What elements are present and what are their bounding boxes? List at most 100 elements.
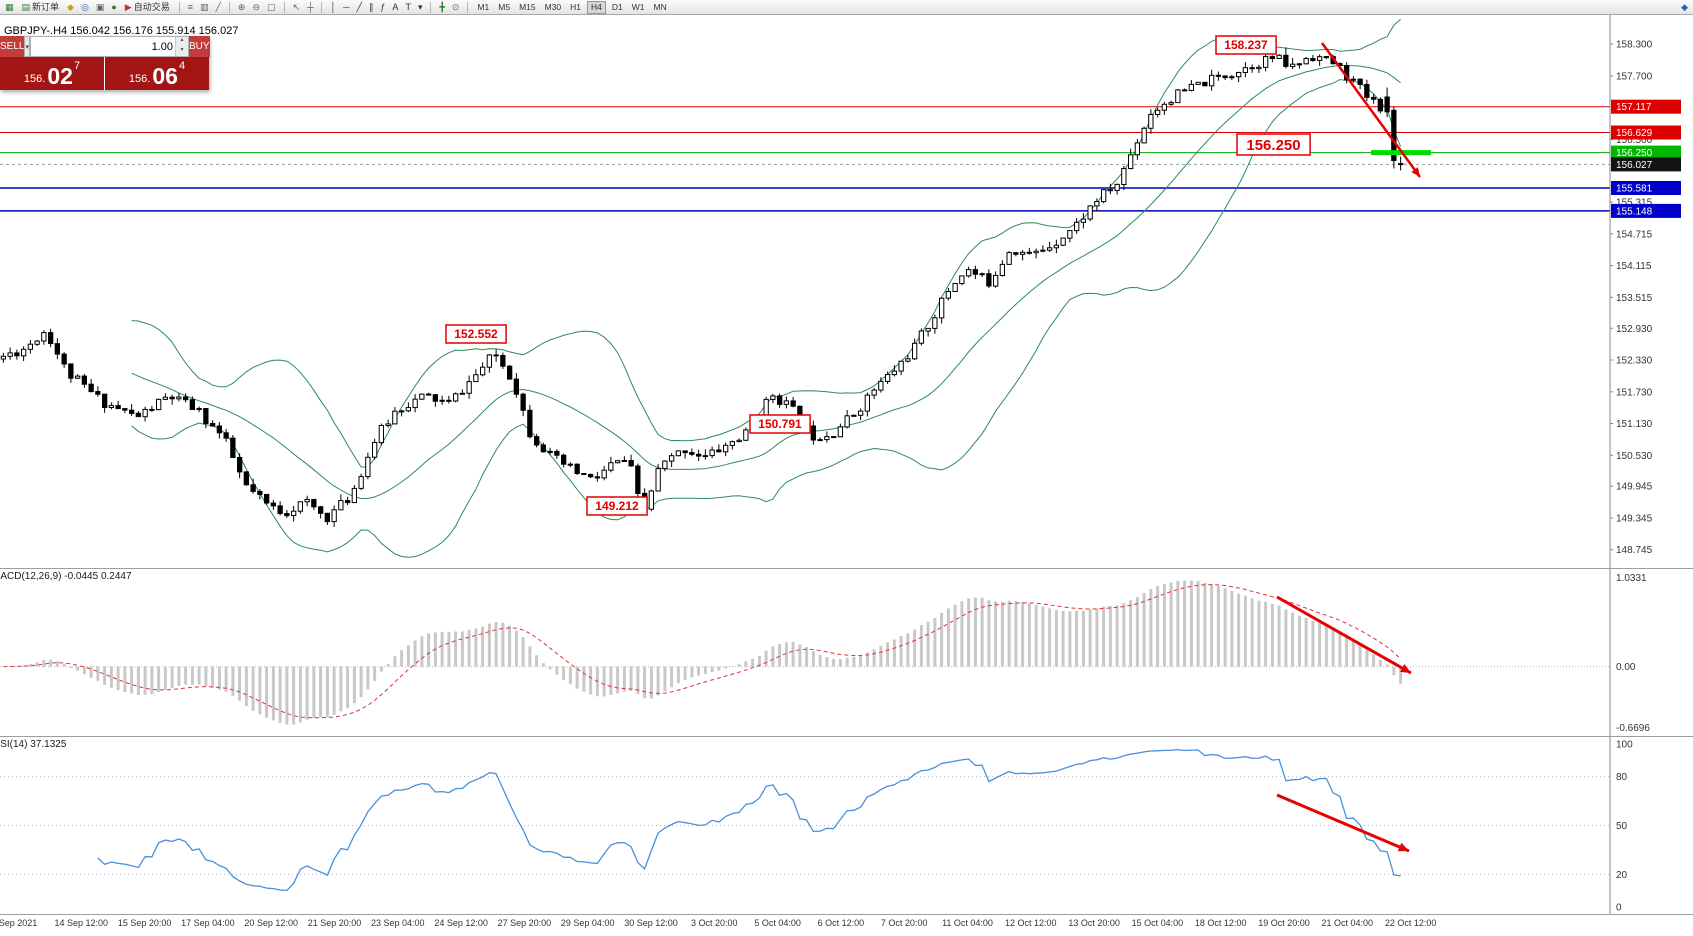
svg-text:156.027: 156.027 xyxy=(1616,160,1653,171)
candle xyxy=(1067,230,1073,243)
price-label-annotation-152.552[interactable]: 152.552 xyxy=(445,324,507,344)
volume-field: ▴ ▾ xyxy=(29,36,189,57)
text-label-icon[interactable]: T xyxy=(405,1,411,12)
candle xyxy=(183,393,189,403)
vertical-line-icon[interactable]: │ xyxy=(330,1,337,12)
candle xyxy=(777,393,783,408)
time-axis-label: 15 Oct 04:00 xyxy=(1131,918,1184,928)
price-label-annotation-156.250[interactable]: 156.250 xyxy=(1236,133,1311,156)
community-icon[interactable]: ◎ xyxy=(80,1,89,12)
price-label-annotation-158.237[interactable]: 158.237 xyxy=(1215,35,1277,55)
candle xyxy=(399,409,405,417)
candle xyxy=(7,347,13,360)
candle xyxy=(770,393,776,404)
rsi-canvas[interactable]: 100 80 50 20 0 xyxy=(0,737,1693,914)
time-axis[interactable]: Sep 2021 14 Sep 12:00 15 Sep 20:00 17 Sep 0… xyxy=(0,915,1693,935)
periods-icon[interactable]: ⊙ xyxy=(451,1,460,12)
horizontal-line-icon[interactable]: ─ xyxy=(343,1,350,12)
add-indicator-icon[interactable]: ╋ xyxy=(439,1,445,12)
time-axis-label: Sep 2021 xyxy=(0,918,38,928)
main-chart-canvas[interactable]: 158.237 152.552 150.791 149.212 156.250 158.3… xyxy=(0,15,1693,568)
candle xyxy=(27,340,34,354)
trend-arrow-rsi[interactable] xyxy=(1276,793,1410,853)
volume-stepper-up[interactable]: ▴ xyxy=(175,37,188,47)
autotrade-button[interactable]: ▶ 自动交易 xyxy=(122,1,173,14)
candle xyxy=(149,405,155,412)
alerts-icon[interactable]: ◆ xyxy=(67,1,74,12)
notifications-icon[interactable]: ◆ xyxy=(1681,1,1688,12)
candlestick-chart-icon[interactable]: ▥ xyxy=(199,1,209,12)
price-label-annotation-149.212[interactable]: 149.212 xyxy=(586,496,648,516)
shapes-dropdown-icon[interactable]: ▾ xyxy=(417,1,423,12)
sell-price-display[interactable]: 156. 02 7 xyxy=(0,57,104,90)
crosshair-icon[interactable]: ┼ xyxy=(307,1,314,12)
candle xyxy=(250,478,256,494)
candle xyxy=(331,505,337,527)
zoom-out-icon[interactable]: ⊖ xyxy=(252,1,261,12)
line-chart-icon[interactable]: ╱ xyxy=(215,1,221,12)
candle xyxy=(493,349,499,362)
fibonacci-icon[interactable]: ƒ xyxy=(380,1,386,12)
candle xyxy=(925,327,931,337)
timeframe-button-H1[interactable]: H1 xyxy=(570,1,582,12)
zoom-in-icon[interactable]: ⊕ xyxy=(237,1,246,12)
channel-icon[interactable]: ∥ xyxy=(368,1,374,12)
trendline-icon[interactable]: ╱ xyxy=(356,1,362,12)
sell-button[interactable]: SELL xyxy=(0,36,25,57)
candle xyxy=(817,437,823,442)
timeframe-button-MN[interactable]: MN xyxy=(653,1,667,12)
chart-window: 158.237 152.552 150.791 149.212 156.250 158.3… xyxy=(0,15,1693,935)
text-icon[interactable]: A xyxy=(392,1,399,12)
svg-text:152.330: 152.330 xyxy=(1616,356,1653,367)
candle xyxy=(54,338,61,360)
data-window-icon[interactable]: ▣ xyxy=(95,1,105,12)
candle xyxy=(41,330,47,345)
buy-price-display[interactable]: 156. 06 4 xyxy=(105,57,209,90)
candle xyxy=(871,388,877,399)
candle xyxy=(932,314,938,334)
candle xyxy=(378,423,385,446)
timeframe-button-H4[interactable]: H4 xyxy=(587,0,606,14)
timeframe-button-M1[interactable]: M1 xyxy=(477,1,490,12)
price-label-annotation-150.791[interactable]: 150.791 xyxy=(749,414,811,434)
candle xyxy=(1114,183,1120,195)
timeframe-button-W1[interactable]: W1 xyxy=(631,1,645,12)
candle xyxy=(1310,54,1316,62)
macd-axis[interactable]: 1.0331 0.00 -0.6696 xyxy=(1609,569,1650,736)
volume-dropdown[interactable]: ▾ xyxy=(24,36,30,57)
timeframe-button-M30[interactable]: M30 xyxy=(544,1,562,12)
timeframe-button-D1[interactable]: D1 xyxy=(611,1,623,12)
candle xyxy=(540,442,547,453)
macd-canvas[interactable]: 1.0331 0.00 -0.6696 xyxy=(0,569,1693,736)
candle xyxy=(1168,100,1174,106)
toolbar-separator xyxy=(283,1,285,13)
new-order-button[interactable]: ▤ 新订单 xyxy=(19,1,63,14)
timeframe-button-M15[interactable]: M15 xyxy=(519,1,536,12)
trend-arrow-main[interactable] xyxy=(1320,42,1422,178)
candle xyxy=(952,282,958,292)
volume-stepper-down[interactable]: ▾ xyxy=(175,46,188,56)
market-watch-icon[interactable]: ● xyxy=(111,1,117,12)
candle xyxy=(277,501,283,516)
timeframe-button-M5[interactable]: M5 xyxy=(498,1,511,12)
candle xyxy=(466,375,472,399)
candle xyxy=(1242,62,1248,78)
svg-text:156.500: 156.500 xyxy=(1616,135,1653,146)
candle xyxy=(574,463,580,475)
time-axis-label: 14 Sep 12:00 xyxy=(54,918,109,928)
svg-text:-0.6696: -0.6696 xyxy=(1616,723,1650,734)
time-axis-label: 13 Oct 20:00 xyxy=(1068,918,1120,928)
time-axis-label: 18 Oct 12:00 xyxy=(1194,918,1247,928)
candle xyxy=(736,438,742,443)
trend-arrow-macd[interactable] xyxy=(1276,595,1412,675)
buy-price-big: 06 xyxy=(152,63,178,89)
volume-input[interactable] xyxy=(30,37,175,56)
tile-windows-icon[interactable]: ▢ xyxy=(267,1,276,12)
new-chart-icon[interactable]: ▦ xyxy=(5,1,14,12)
rsi-axis[interactable]: 100 80 50 20 0 xyxy=(1609,737,1633,914)
buy-button[interactable]: BUY xyxy=(188,36,210,57)
price-axis[interactable]: 158.300 157.700 156.500 155.315 154.715 154.1… xyxy=(1609,15,1681,568)
cursor-icon[interactable]: ↖ xyxy=(292,1,301,12)
bar-chart-icon[interactable]: ≡ xyxy=(187,1,193,12)
svg-text:20: 20 xyxy=(1616,870,1628,881)
